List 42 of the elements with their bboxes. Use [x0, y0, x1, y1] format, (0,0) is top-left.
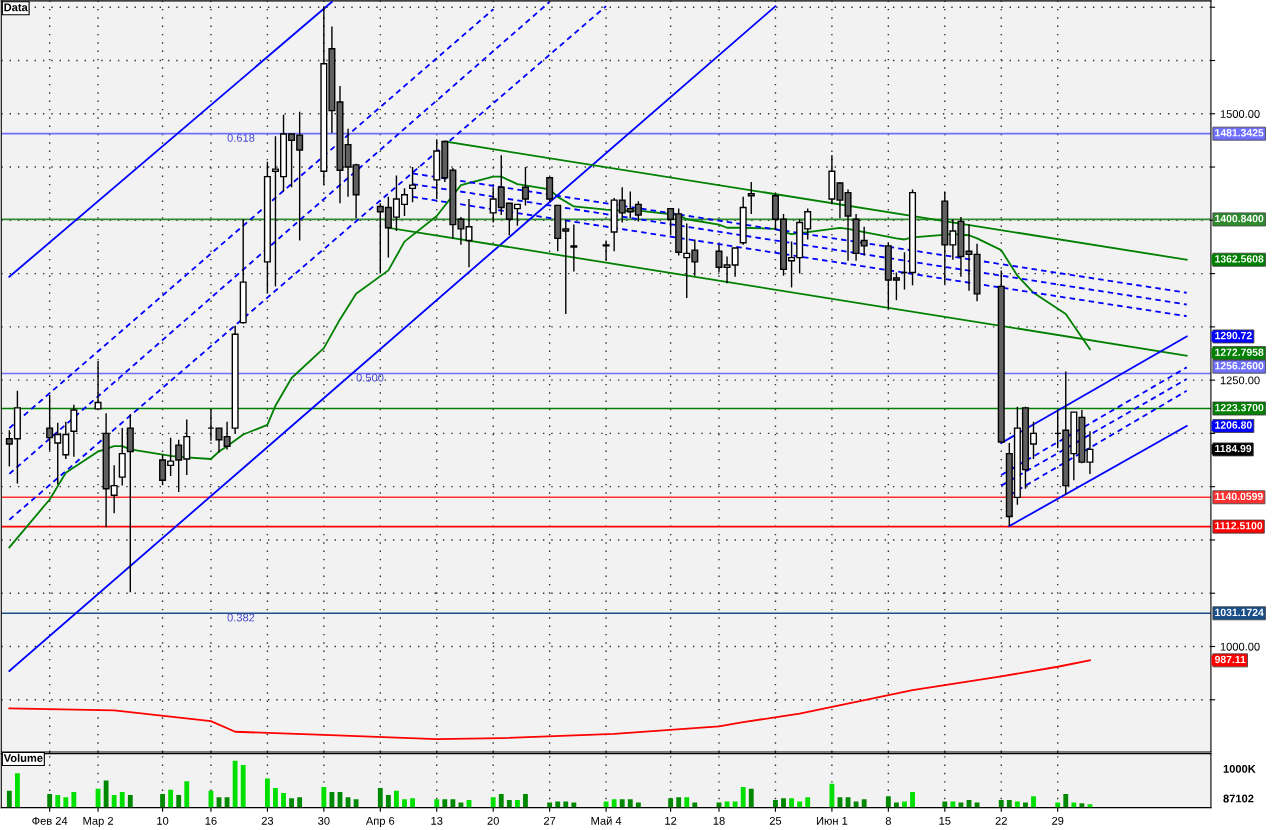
ref-line-label: 1031.1724	[1215, 608, 1264, 617]
x-tick-label: 10	[157, 816, 169, 825]
legend-label: 1206.80	[1215, 421, 1252, 429]
x-tick-label: Май 4	[591, 816, 622, 825]
annotation: 0.382	[227, 613, 255, 622]
y-tick-label: 1000.00	[1220, 642, 1260, 651]
legend-label: 987.11	[1214, 655, 1246, 664]
chart-title: Data	[4, 3, 28, 12]
x-tick-label: 23	[261, 816, 274, 825]
x-tick-label: 13	[431, 816, 443, 825]
x-tick-label: 29	[1052, 816, 1064, 825]
x-tick-label: 8	[885, 816, 891, 825]
annotation: 0.500	[356, 373, 384, 382]
text: 87102	[1223, 794, 1254, 803]
x-tick-label: 15	[939, 817, 951, 825]
x-tick-label: Фев 24	[32, 816, 68, 825]
x-tick-label: 18	[713, 816, 725, 825]
ref-line-label: 1481.3425	[1215, 129, 1264, 137]
ref-line-label: 1256.2600	[1215, 362, 1264, 370]
x-tick-label: 30	[318, 816, 330, 825]
legend-label: 1290.72	[1215, 331, 1252, 340]
legend-label: 1184.99	[1215, 444, 1252, 453]
x-tick-label: 16	[205, 816, 217, 825]
x-tick-label: 12	[665, 816, 677, 825]
legend-label: 1272.7958	[1215, 348, 1264, 356]
legend-label: 1362.5608	[1215, 255, 1264, 263]
ref-line-label: 1140.0599	[1215, 492, 1263, 501]
chart-title: Volume	[3, 753, 43, 762]
y-tick-label: 1250.00	[1220, 376, 1260, 385]
x-tick-label: 27	[544, 816, 556, 825]
x-tick-label: Апр 6	[365, 816, 395, 827]
x-tick-label: Мар 2	[83, 816, 113, 827]
x-tick-label: 22	[995, 816, 1007, 825]
ref-line-label: 1112.5100	[1215, 522, 1263, 530]
x-tick-label: Июн 1	[816, 817, 848, 825]
x-tick-label: 20	[487, 816, 499, 825]
text: 1000K	[1223, 764, 1256, 773]
annotation: 0.618	[227, 133, 255, 142]
ref-line-label: 1400.8400	[1215, 214, 1264, 223]
y-tick-label: 1500.00	[1220, 110, 1260, 118]
ref-line-label: 1223.3700	[1215, 403, 1264, 412]
x-tick-label: 25	[769, 816, 782, 825]
